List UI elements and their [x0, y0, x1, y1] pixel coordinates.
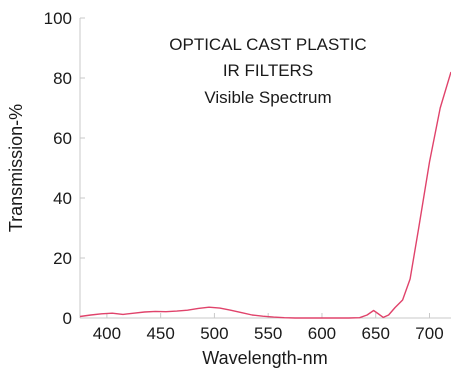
- x-tick-label: 450: [146, 324, 174, 343]
- y-tick-label: 80: [53, 69, 72, 88]
- chart-title-line-2: IR FILTERS: [223, 61, 313, 80]
- y-tick-label: 20: [53, 249, 72, 268]
- y-tick-label: 0: [63, 309, 72, 328]
- chart-title-line-3: Visible Spectrum: [204, 88, 331, 107]
- x-tick-label: 700: [415, 324, 443, 343]
- y-axis-label: Transmission-%: [6, 104, 26, 232]
- chart-title: OPTICAL CAST PLASTIC IR FILTERS Visible …: [169, 35, 366, 107]
- x-axis-label: Wavelength-nm: [202, 348, 327, 368]
- x-tick-label: 600: [308, 324, 336, 343]
- x-axis-ticks: 400 450 500 550 600 650 700: [93, 313, 444, 343]
- y-axis-ticks: 0 20 40 60 80 100: [44, 9, 85, 328]
- y-tick-label: 60: [53, 129, 72, 148]
- transmission-curve: [79, 71, 451, 319]
- x-tick-label: 650: [362, 324, 390, 343]
- y-tick-label: 100: [44, 9, 72, 28]
- y-tick-label: 40: [53, 189, 72, 208]
- chart-title-line-1: OPTICAL CAST PLASTIC: [169, 35, 366, 54]
- x-tick-label: 500: [200, 324, 228, 343]
- x-tick-label: 400: [93, 324, 121, 343]
- x-tick-label: 550: [254, 324, 282, 343]
